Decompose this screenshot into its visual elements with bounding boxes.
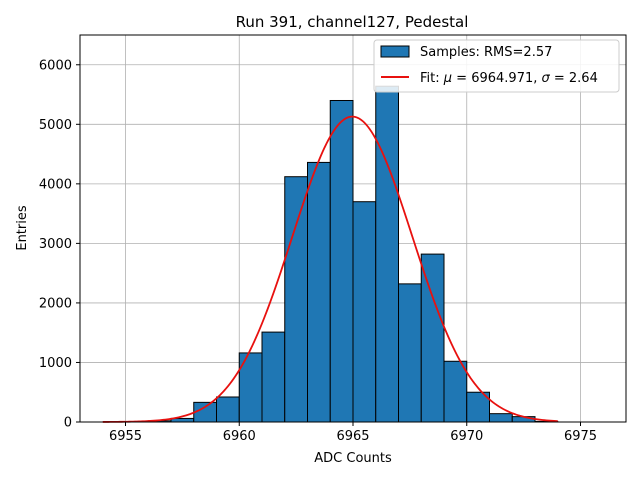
x-tick-label: 6965 — [336, 429, 369, 444]
legend-fit-mid: = 6964.971, — [452, 71, 541, 86]
legend: Samples: RMS=2.57 Fit: μ = 6964.971, σ =… — [373, 39, 620, 93]
legend-label-fit: Fit: μ = 6964.971, σ = 2.64 — [420, 71, 598, 86]
histogram-bar — [216, 396, 240, 423]
legend-fit-sigma-symbol: σ — [542, 71, 551, 86]
y-tick-label: 6000 — [39, 58, 72, 73]
y-tick-label: 4000 — [39, 177, 72, 192]
x-axis-ticks: 6955 6960 6965 6970 6975 — [109, 422, 597, 444]
legend-label-samples: Samples: RMS=2.57 — [420, 45, 552, 60]
histogram-bar — [352, 201, 377, 423]
y-tick-label: 5000 — [39, 118, 72, 133]
gaussian-fit-curve — [102, 115, 558, 423]
histogram-bar — [398, 283, 422, 423]
x-tick-label: 6970 — [450, 429, 483, 444]
histogram-bar — [375, 85, 399, 423]
histogram-bar — [489, 413, 513, 423]
y-tick-label: 2000 — [39, 296, 72, 311]
legend-fit-prefix: Fit: — [420, 71, 444, 86]
histogram-bar — [443, 360, 468, 423]
chart-title: Run 391, channel127, Pedestal — [236, 13, 469, 31]
y-axis-label: Entries — [15, 205, 30, 251]
y-tick-label: 1000 — [39, 356, 72, 371]
y-tick-label: 3000 — [39, 237, 72, 252]
legend-fit-mu-symbol: μ — [443, 71, 452, 86]
x-axis-label: ADC Counts — [314, 451, 392, 466]
histogram-bar — [284, 176, 308, 423]
y-axis-ticks: 0 1000 2000 3000 4000 5000 6000 — [39, 58, 80, 431]
legend-swatch-samples — [380, 45, 410, 58]
fit-curve-group — [102, 115, 558, 423]
legend-fit-suffix: = 2.64 — [550, 71, 598, 86]
histogram-bars — [147, 85, 559, 423]
histogram-bar — [329, 99, 354, 423]
histogram-bar — [307, 161, 331, 423]
legend-box — [373, 39, 620, 93]
histogram-bar — [193, 401, 217, 423]
histogram-bar — [261, 331, 286, 423]
x-tick-label: 6955 — [109, 429, 142, 444]
y-tick-label: 0 — [64, 416, 72, 431]
x-tick-label: 6975 — [564, 429, 597, 444]
x-tick-label: 6960 — [223, 429, 256, 444]
histogram-bar — [420, 253, 445, 423]
